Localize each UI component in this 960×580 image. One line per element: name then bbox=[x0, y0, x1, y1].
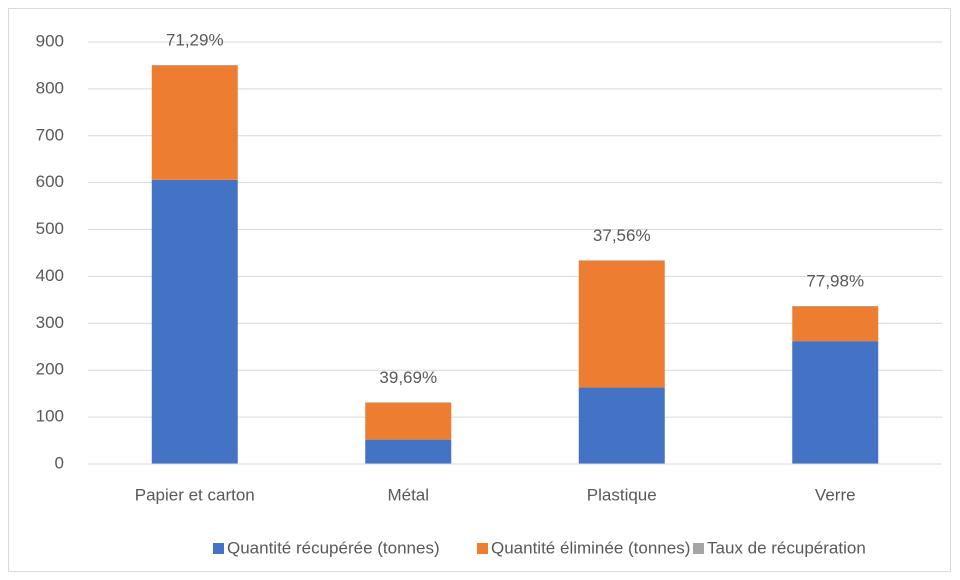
bar-segment bbox=[792, 341, 879, 464]
y-tick-label: 400 bbox=[36, 266, 64, 285]
y-tick-label: 100 bbox=[36, 407, 64, 426]
bar-segment bbox=[365, 439, 452, 464]
y-tick-label: 0 bbox=[55, 453, 64, 472]
y-tick-label: 500 bbox=[36, 219, 64, 238]
y-tick-label: 300 bbox=[36, 313, 64, 332]
x-tick-label: Plastique bbox=[587, 485, 657, 504]
y-tick-label: 200 bbox=[36, 360, 64, 379]
y-tick-label: 600 bbox=[36, 172, 64, 191]
bar-segment bbox=[578, 387, 665, 464]
y-tick-label: 700 bbox=[36, 125, 64, 144]
legend-swatch bbox=[213, 543, 224, 554]
bar-segment bbox=[151, 65, 238, 66]
bar-segment bbox=[151, 65, 238, 180]
y-tick-label: 900 bbox=[36, 31, 64, 50]
legend-swatch bbox=[693, 543, 704, 554]
bar-segment bbox=[792, 306, 879, 307]
legend-label: Taux de récupération bbox=[707, 538, 866, 557]
bar-segment bbox=[365, 402, 452, 440]
data-label: 71,29% bbox=[166, 31, 224, 50]
x-tick-label: Métal bbox=[387, 485, 429, 504]
y-tick-label: 800 bbox=[36, 78, 64, 97]
bar-segment bbox=[578, 260, 665, 388]
x-tick-label: Papier et carton bbox=[135, 485, 255, 504]
bar-segment bbox=[151, 179, 238, 464]
bar-segment bbox=[792, 306, 879, 342]
data-label: 37,56% bbox=[593, 226, 651, 245]
bar-segment bbox=[365, 402, 452, 403]
legend-swatch bbox=[477, 543, 488, 554]
legend-label: Quantité éliminée (tonnes) bbox=[491, 538, 690, 557]
data-label: 39,69% bbox=[379, 368, 437, 387]
bar-segment bbox=[578, 260, 665, 261]
legend-label: Quantité récupérée (tonnes) bbox=[227, 538, 440, 557]
data-label: 77,98% bbox=[806, 272, 864, 291]
x-tick-label: Verre bbox=[815, 485, 856, 504]
